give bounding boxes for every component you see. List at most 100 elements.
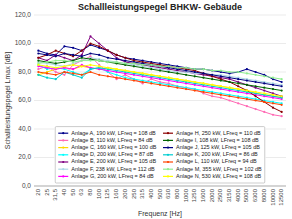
series-point xyxy=(142,72,144,74)
series-point xyxy=(220,75,222,77)
y-tick-label: 60,0 xyxy=(18,96,31,103)
series-point xyxy=(98,74,100,76)
series-point xyxy=(115,68,117,70)
legend-label: Anlage A, 190 kW, LFreq = 108 dB xyxy=(71,130,156,136)
series-point xyxy=(89,68,91,70)
legend-label: Anlage N, 530 kW, LFreq = 108 dB xyxy=(176,173,261,179)
series-point xyxy=(81,60,83,62)
series-point xyxy=(254,108,256,110)
legend-swatch-marker xyxy=(62,161,64,163)
x-tick-label: 1000 xyxy=(183,188,189,202)
series-point xyxy=(281,95,283,97)
series-line xyxy=(38,45,281,82)
series-point xyxy=(115,74,117,76)
x-tick-label: 25 xyxy=(44,188,50,195)
series-point xyxy=(115,54,117,56)
series-point xyxy=(37,64,39,66)
x-tick-label: 630 xyxy=(165,188,171,199)
x-tick-label: 125 xyxy=(104,188,110,199)
series-point xyxy=(246,68,248,70)
grid-line xyxy=(34,186,286,187)
series-point xyxy=(202,72,204,74)
legend-swatch-marker xyxy=(167,161,169,163)
series-point xyxy=(272,114,274,116)
series-point xyxy=(159,65,161,67)
series-point xyxy=(194,68,196,70)
legend-swatch xyxy=(58,154,68,155)
series-point xyxy=(72,64,74,66)
series-point xyxy=(46,54,48,56)
series-point xyxy=(72,61,74,63)
series-point xyxy=(185,74,187,76)
series-point xyxy=(246,89,248,91)
series-point xyxy=(272,102,274,104)
grid-line xyxy=(34,100,286,101)
legend-swatch-marker xyxy=(167,154,169,156)
legend-swatch xyxy=(58,161,68,162)
x-tick-label: 100 xyxy=(96,188,102,199)
series-point xyxy=(220,85,222,87)
series-point xyxy=(124,69,126,71)
series-point xyxy=(168,65,170,67)
series-point xyxy=(168,85,170,87)
series-point xyxy=(81,74,83,76)
series-point xyxy=(46,65,48,67)
series-point xyxy=(124,69,126,71)
legend-label: Anlage H, 250 kW, LFreq = 110 dB xyxy=(176,130,261,136)
series-point xyxy=(202,68,204,70)
series-point xyxy=(142,67,144,69)
series-point xyxy=(159,69,161,71)
series-point xyxy=(142,64,144,66)
legend-swatch-marker xyxy=(167,139,169,141)
series-point xyxy=(228,77,230,79)
series-point xyxy=(37,57,39,59)
series-point xyxy=(55,55,57,57)
series-point xyxy=(281,104,283,106)
series-point xyxy=(202,68,204,70)
series-point xyxy=(263,101,265,103)
series-point xyxy=(185,88,187,90)
y-tick-label: 80,0 xyxy=(18,68,31,75)
series-line xyxy=(38,53,281,86)
series-point xyxy=(72,47,74,49)
y-tick-label: 120,0 xyxy=(15,11,32,18)
series-point xyxy=(254,81,256,83)
legend-swatch xyxy=(58,147,68,148)
series-point xyxy=(133,65,135,67)
series-point xyxy=(168,77,170,79)
x-axis-line xyxy=(34,186,286,187)
series-point xyxy=(107,61,109,63)
legend-swatch xyxy=(163,154,173,155)
series-line xyxy=(38,65,281,96)
series-point xyxy=(237,71,239,73)
series-point xyxy=(159,84,161,86)
legend-swatch xyxy=(58,169,68,170)
series-point xyxy=(37,74,39,76)
series-point xyxy=(211,74,213,76)
series-point xyxy=(211,78,213,80)
series-point xyxy=(159,65,161,67)
series-point xyxy=(107,75,109,77)
series-point xyxy=(228,87,230,89)
series-point xyxy=(107,50,109,52)
series-point xyxy=(246,79,248,81)
x-tick-label: 12500 xyxy=(278,188,284,205)
series-point xyxy=(254,85,256,87)
series-point xyxy=(237,82,239,84)
series-point xyxy=(228,95,230,97)
series-point xyxy=(246,72,248,74)
x-tick-label: 10000 xyxy=(270,188,276,205)
series-point xyxy=(107,50,109,52)
series-point xyxy=(133,71,135,73)
series-point xyxy=(150,74,152,76)
legend-swatch-marker xyxy=(62,132,64,134)
series-point xyxy=(133,71,135,73)
series-point xyxy=(98,45,100,47)
grid xyxy=(34,15,286,186)
series-point xyxy=(272,88,274,90)
series-point xyxy=(124,62,126,64)
x-tick-label: 80 xyxy=(87,188,93,195)
series-point xyxy=(281,81,283,83)
series-point xyxy=(211,95,213,97)
series-point xyxy=(150,64,152,66)
